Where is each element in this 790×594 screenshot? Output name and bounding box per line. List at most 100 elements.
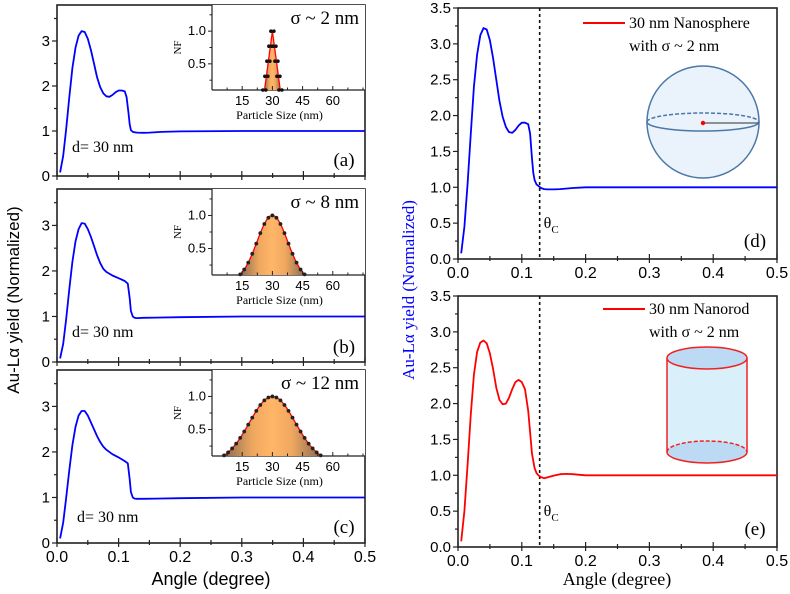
data-point [226,450,231,455]
sphere-center-dot [700,120,706,126]
inset-sigma-label: σ ~ 8 nm [290,192,359,213]
x-tick-label: 0.1 [511,265,533,282]
inset-x-tick-label: 45 [295,278,309,293]
legend-text: 30 nm Nanosphere [629,15,750,32]
x-tick-label: 0.3 [638,265,660,282]
inset-background [212,5,365,90]
inset-x-tick-label: 60 [326,93,340,108]
x-tick-label: 0.3 [231,549,253,566]
x-tick-label: 0.4 [292,549,314,566]
inset-b: 15 30 45 60 0.5 1.0 Particle Size (nm) NF σ ~ 8 … [172,189,365,307]
x-tick-label: 0.0 [46,549,68,566]
inset-x-axis-label: Particle Size (nm) [236,474,323,488]
inset-x-tick-label: 15 [235,93,249,108]
cylinder-bottom-fill [667,441,747,463]
y-tick-label: 2.0 [430,396,451,413]
y-tick-label: 3.5 [430,0,451,17]
y-tick-label: 0.0 [430,251,451,268]
y-tick-label: 3.0 [430,324,451,341]
data-point [242,429,247,434]
cylinder-bottom-back [666,440,748,453]
inset-y-axis-label: NF [172,406,184,420]
y-tick-label: 3.5 [430,288,451,305]
y-tick-label: 2.5 [430,72,451,89]
inset-x-tick-label: 45 [295,459,309,474]
data-point [318,453,323,458]
inset-x-axis-label: Particle Size (nm) [236,108,323,122]
data-point [282,231,287,236]
panel-label: (b) [333,337,355,358]
inset-x-axis-label: Particle Size (nm) [236,293,323,307]
y-tick-label: 1.0 [430,467,451,484]
data-point [266,215,271,220]
data-point [262,222,267,226]
data-point [286,409,291,413]
diameter-annotation: d= 30 nm [72,324,134,341]
data-point [270,213,275,218]
data-point [282,403,287,407]
data-point [268,59,272,64]
data-point [274,215,279,220]
inset-x-tick-label: 60 [326,278,340,293]
inset-x-tick-label: 45 [295,93,309,108]
inset-c: 15 30 45 60 0.5 1.0 Particle Size (nm) NF σ ~ 12… [172,370,365,488]
data-point [272,29,276,33]
y-tick-label: 0.5 [430,503,451,520]
inset-y-axis-label: NF [172,40,184,54]
data-point [314,450,319,455]
y-tick-label: 2.0 [430,108,451,125]
data-point [294,422,299,427]
sphere-equator-back [646,112,760,123]
distribution-area [224,396,321,456]
y-tick-label: 1.5 [430,431,451,448]
data-point [258,403,263,407]
data-point [310,446,315,451]
inset-y-tick-label: 1.0 [188,388,206,403]
inset-y-tick-label: 1.0 [188,23,206,38]
y-tick-label: 3 [42,33,50,50]
left-x-axis-label: Angle (degree) [151,569,270,589]
data-point [270,394,275,399]
series-line [59,410,365,539]
inset-y-tick-label: 0.5 [188,241,206,256]
x-tick-label: 0.5 [766,553,788,570]
data-point [278,74,282,79]
data-point [306,441,311,446]
data-point [222,453,226,458]
x-tick-label: 0.0 [447,265,469,282]
data-point [258,231,263,236]
y-tick-label: 3 [42,217,50,234]
data-point [302,436,307,440]
y-tick-label: 1 [42,489,50,506]
data-point [246,422,251,427]
data-point [262,398,267,403]
inset-x-tick-label: 15 [235,459,249,474]
data-point [250,415,255,420]
data-point [278,222,283,226]
y-tick-label: 1 [42,123,50,140]
data-point [250,251,255,256]
y-tick-label: 0 [42,535,50,552]
y-tick-label: 0.0 [430,539,451,556]
data-point [286,241,291,246]
data-point [263,74,267,79]
series-line [460,27,777,254]
data-point [242,267,247,272]
x-tick-label: 0.3 [638,553,660,570]
data-point [276,59,280,64]
inset-x-tick-label: 30 [265,459,279,474]
data-point [278,398,283,403]
y-tick-label: 3.0 [430,36,451,53]
data-point [298,429,303,434]
x-tick-label: 0.2 [574,553,596,570]
data-point [267,44,271,48]
y-tick-label: 2.5 [430,360,451,377]
data-point [271,44,275,48]
data-point [238,272,243,277]
data-point [230,446,235,451]
x-tick-label: 0.2 [169,549,191,566]
series-line [460,339,777,542]
data-point [254,409,259,413]
inset-y-tick-label: 0.5 [188,422,206,437]
